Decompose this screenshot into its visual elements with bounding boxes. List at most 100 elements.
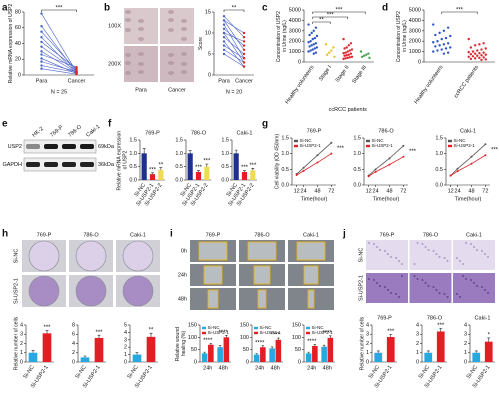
micrograph: [160, 46, 194, 82]
point: [438, 44, 441, 47]
y-axis-label: Relative mRNA expression of USP2: [8, 4, 14, 84]
error-bar: [225, 335, 228, 338]
y-tick-label: 0.0: [353, 182, 361, 188]
tissue-texture: [125, 53, 131, 57]
tissue-texture: [125, 71, 131, 75]
y-tick-label: 150: [188, 322, 197, 328]
cell: [421, 243, 424, 245]
y-tick-label: 2: [124, 345, 127, 351]
tissue-texture: [138, 19, 144, 23]
x-tick-label: 48h: [219, 365, 228, 371]
point: [348, 49, 352, 52]
y-tick-label: 4: [72, 341, 75, 347]
cell: [413, 275, 416, 277]
point: [307, 50, 310, 53]
lane-label: 769-P: [49, 124, 64, 138]
y-axis-label: Cell viability (OD 450nm): [275, 134, 281, 190]
micrograph: [160, 8, 194, 44]
y-axis-label: Relative number of cells: [359, 316, 365, 370]
image-col-label: 769-P: [380, 232, 395, 238]
x-tick-label: 48: [314, 188, 320, 194]
point: [310, 44, 313, 47]
pair-line: [41, 68, 77, 75]
point: [442, 43, 446, 46]
point: [311, 48, 314, 51]
tissue-texture: [181, 70, 187, 74]
wound-gap: [198, 241, 228, 261]
y-tick-label: 0: [18, 72, 21, 78]
bar: [374, 352, 383, 362]
point: [342, 51, 345, 55]
point: [446, 26, 450, 29]
point: [436, 40, 439, 43]
tissue-texture: [181, 52, 187, 56]
panel-letter: e: [2, 119, 8, 130]
cell: [413, 263, 416, 265]
error-bar: [313, 344, 317, 346]
bar: [28, 352, 38, 362]
pair-line: [41, 61, 77, 73]
cell: [459, 260, 461, 262]
y-tick-label: 3000: [289, 28, 301, 34]
point: [449, 46, 452, 49]
tissue-texture: [138, 52, 144, 56]
point: [473, 52, 477, 55]
band: [62, 162, 76, 167]
point: [473, 44, 477, 47]
cell: [398, 296, 400, 298]
legend-label: Si-NC: [300, 138, 313, 143]
y-axis-label: Relative number of cells: [13, 316, 19, 370]
wound-gap: [253, 265, 271, 285]
point: [347, 53, 350, 56]
y-tick-label: 1: [124, 352, 127, 358]
significance-label: ***: [95, 330, 103, 336]
significance-label: ****: [271, 333, 281, 339]
y-tick-label: 1: [416, 350, 419, 356]
significance-label: **: [149, 328, 154, 334]
image-row-label: Si-USP2-1: [358, 275, 364, 301]
band: [44, 144, 58, 149]
pair-point: [222, 19, 226, 22]
y-tick-label: 2: [416, 341, 419, 347]
pair-point: [222, 36, 226, 39]
pair-point: [40, 57, 43, 60]
error-bar: [205, 163, 209, 167]
bar: [195, 172, 202, 180]
point: [307, 41, 310, 44]
legend-swatch: [448, 144, 452, 148]
point: [444, 36, 448, 40]
point: [343, 47, 346, 50]
cell: [443, 257, 446, 259]
y-tick-label: 0: [298, 59, 301, 65]
cell: [421, 279, 424, 281]
point: [325, 53, 329, 56]
legend-label: Si-NC: [260, 325, 273, 330]
cell: [446, 260, 449, 262]
bar: [132, 354, 142, 362]
significance-label: ***: [195, 165, 203, 171]
x-tick-label: 24h: [307, 365, 316, 371]
x-tick-label: Healthy volunteers: [285, 64, 316, 105]
pair-point: [222, 44, 226, 47]
cell: [376, 282, 378, 284]
pair-point: [222, 23, 226, 26]
x-tick-label: Si-NC: [22, 365, 35, 380]
chart-title: 769-P: [307, 128, 322, 134]
y-tick-label: 3: [464, 332, 467, 338]
error-bar: [142, 148, 146, 154]
point: [432, 41, 435, 44]
y-tick-label: 3: [124, 337, 127, 343]
plate: [28, 275, 60, 307]
error-bar: [243, 170, 246, 172]
significance-bracket: [312, 21, 331, 24]
significance-label: ***: [43, 325, 51, 331]
point: [484, 53, 487, 56]
y-tick-label: 5: [208, 51, 211, 57]
legend-swatch: [306, 331, 310, 335]
y-tick-label: 80: [15, 9, 21, 15]
cell: [424, 282, 427, 284]
y-tick-label: 0: [416, 359, 419, 365]
bar: [253, 354, 260, 362]
y-tick-label: 1: [464, 350, 467, 356]
x-tick-label: 48: [386, 188, 392, 194]
